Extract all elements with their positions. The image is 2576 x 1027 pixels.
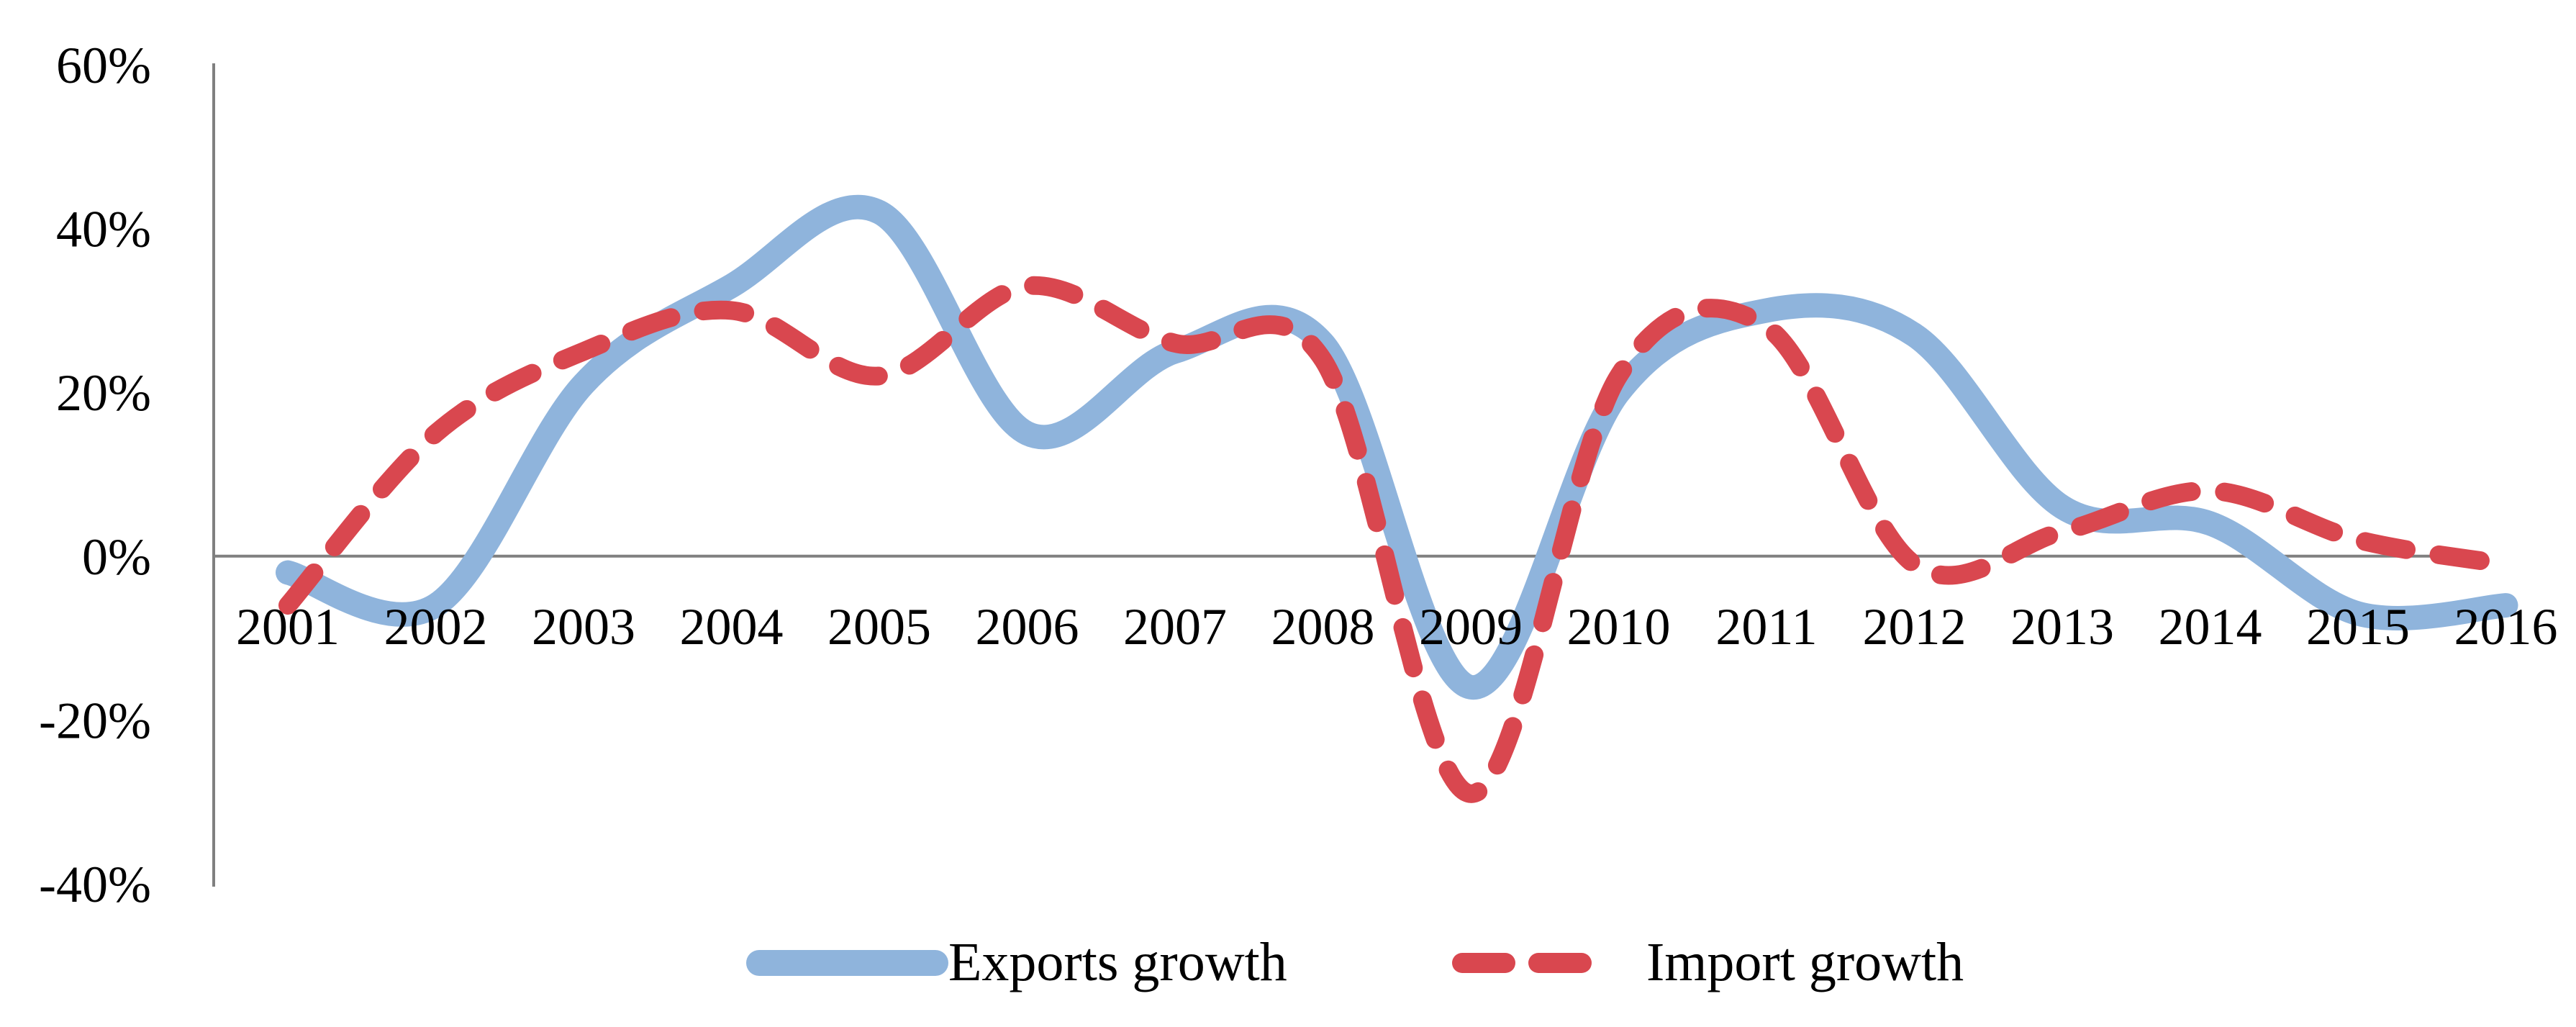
x-tick-label: 2011 (1715, 598, 1817, 656)
x-tick-label: 2003 (532, 598, 635, 656)
x-tick-labels: 2001 2002 2003 2004 2005 2006 2007 2008 2009 2010… (236, 598, 2558, 656)
data-point-import-growth-2009 (1470, 793, 1471, 795)
x-tick-label: 2010 (1567, 598, 1671, 656)
x-tick-label: 2001 (236, 598, 340, 656)
x-tick-label: 2013 (2010, 598, 2114, 656)
data-point-exports-growth-2012 (1914, 335, 1915, 336)
x-tick-label: 2009 (1419, 598, 1523, 656)
x-tick-label: 2008 (1271, 598, 1375, 656)
series-line-import-growth (278, 276, 2516, 803)
series-lines (276, 194, 2518, 803)
y-tick-label: 0% (82, 528, 151, 586)
data-point-exports-growth-2001 (287, 572, 289, 574)
x-tick-label: 2004 (680, 598, 784, 656)
data-point-import-growth-2012 (1914, 564, 1915, 565)
y-tick-labels: -40% -20% 0% 20% 40% 60% (39, 37, 151, 913)
y-tick-label: -20% (39, 692, 151, 749)
data-point-import-growth-2010 (1618, 375, 1620, 376)
legend-label-exports-growth: Exports growth (948, 932, 1287, 992)
data-point-exports-growth-2014 (2210, 522, 2211, 524)
x-tick-label: 2005 (827, 598, 931, 656)
data-point-import-growth-2005 (879, 375, 880, 376)
data-point-exports-growth-2011 (1766, 309, 1767, 311)
x-tick-label: 2014 (2159, 598, 2262, 656)
data-point-import-growth-2004 (731, 309, 733, 311)
axes (212, 63, 2475, 887)
data-point-exports-growth-2005 (879, 212, 880, 213)
legend-item-import: Import growth (1452, 932, 1964, 992)
data-point-import-growth-2013 (2062, 531, 2063, 533)
x-tick-label: 2012 (1863, 598, 1967, 656)
data-point-import-growth-2014 (2210, 490, 2211, 492)
x-tick-label: 2007 (1123, 598, 1227, 656)
data-point-import-growth-2002 (435, 433, 437, 434)
data-point-import-growth-2011 (1766, 326, 1767, 327)
data-point-exports-growth-2013 (2062, 507, 2063, 508)
x-tick-label: 2002 (384, 598, 488, 656)
data-point-import-growth-2006 (1027, 285, 1028, 286)
legend: Exports growth Import growth (746, 932, 1964, 992)
data-point-import-growth-2016 (2505, 564, 2507, 565)
data-point-import-growth-2007 (1174, 343, 1176, 344)
data-point-import-growth-2008 (1323, 359, 1324, 361)
legend-label-import-growth: Import growth (1646, 932, 1964, 992)
legend-item-exports: Exports growth (746, 932, 1287, 992)
data-point-import-growth-2015 (2357, 539, 2359, 540)
x-tick-label: 2006 (976, 598, 1079, 656)
data-point-exports-growth-2009 (1470, 687, 1471, 688)
x-tick-label: 2015 (2306, 598, 2410, 656)
x-tick-label: 2016 (2454, 598, 2558, 656)
y-tick-label: 20% (56, 364, 151, 422)
data-point-exports-growth-2006 (1027, 433, 1028, 434)
y-tick-label: -40% (39, 856, 151, 913)
data-point-exports-growth-2004 (731, 285, 733, 286)
data-point-import-growth-2003 (583, 350, 584, 352)
y-tick-label: 40% (56, 201, 151, 258)
y-tick-label: 60% (56, 37, 151, 94)
data-point-exports-growth-2003 (583, 384, 584, 385)
